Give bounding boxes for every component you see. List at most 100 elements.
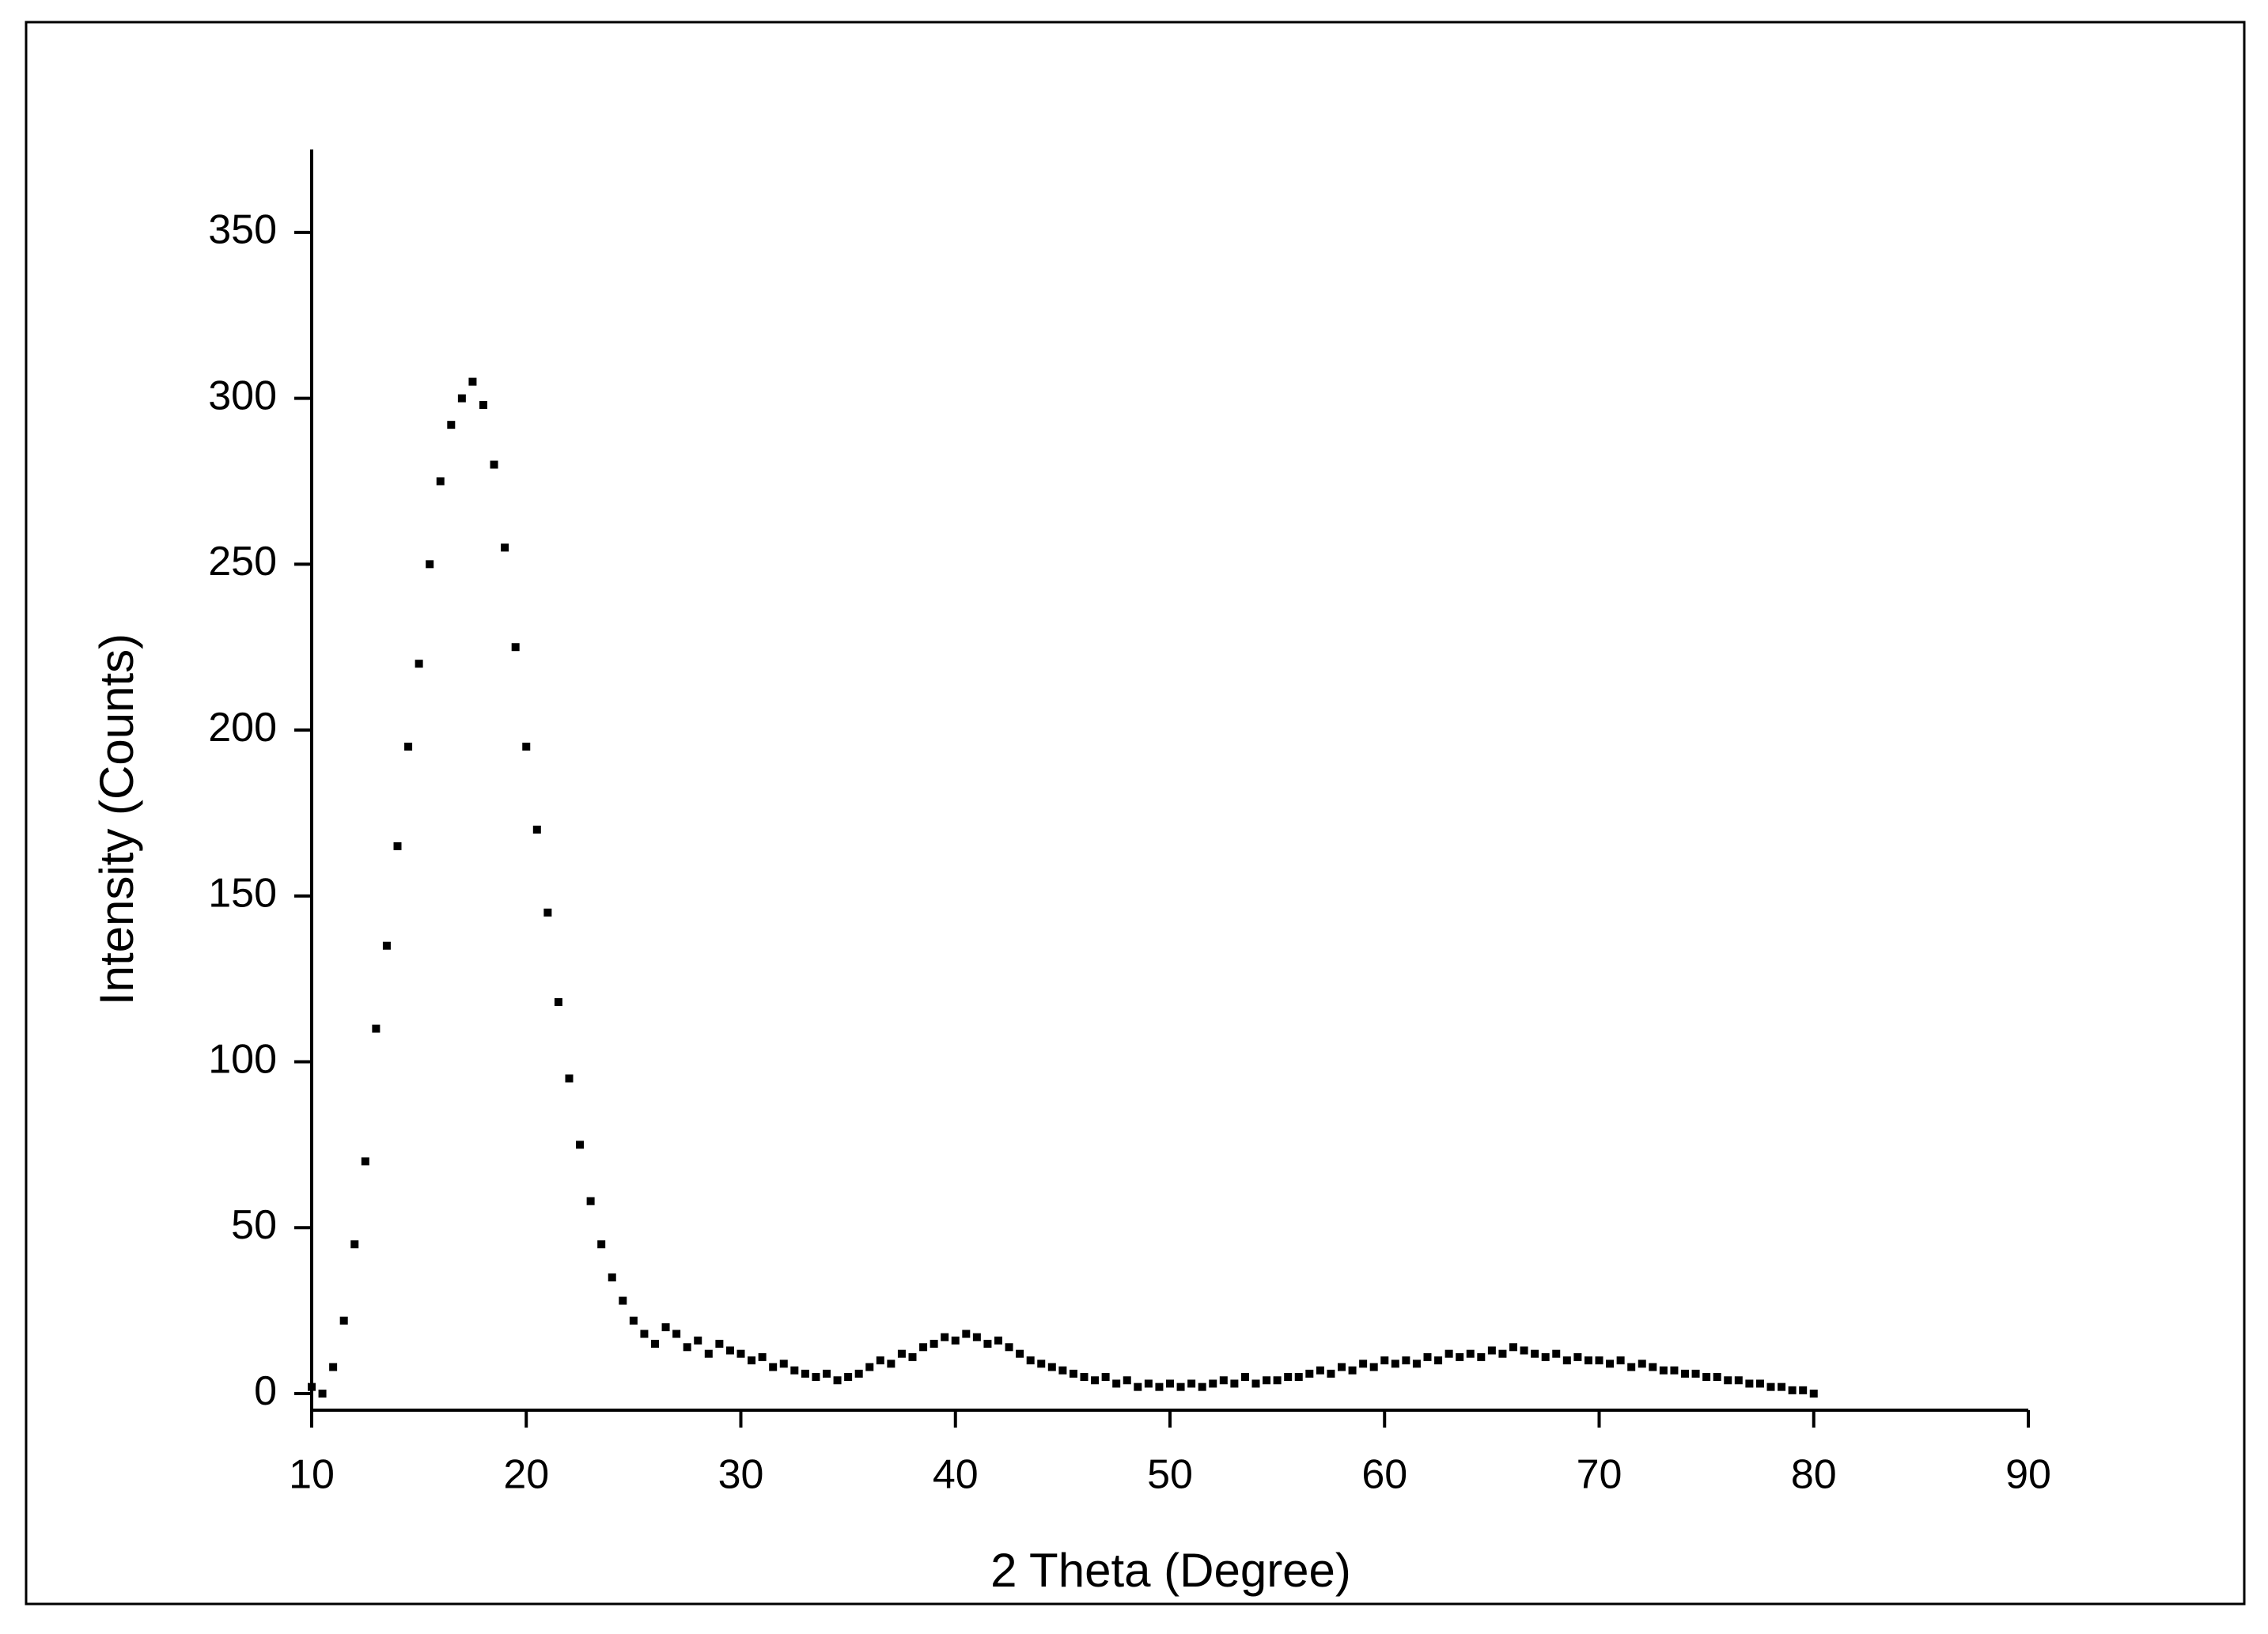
y-tick-label: 150 (208, 871, 277, 917)
point (565, 1074, 574, 1083)
point (490, 460, 498, 469)
point (1144, 1379, 1153, 1388)
point (1112, 1379, 1121, 1388)
point (1134, 1382, 1142, 1391)
point (1026, 1356, 1035, 1365)
x-axis-title: 2 Theta (Degree) (990, 1544, 1351, 1597)
point (1091, 1376, 1100, 1385)
point (1047, 1363, 1056, 1371)
point (683, 1343, 691, 1352)
point (908, 1352, 917, 1361)
y-tick-label: 50 (231, 1202, 277, 1248)
point (876, 1356, 884, 1365)
point (1273, 1376, 1282, 1385)
point (1176, 1382, 1185, 1391)
point (1251, 1379, 1260, 1388)
y-tick-label: 350 (208, 207, 277, 253)
point (715, 1340, 724, 1348)
point (1155, 1382, 1164, 1391)
point (415, 660, 423, 668)
point (1616, 1356, 1625, 1365)
point (1584, 1356, 1592, 1365)
point (554, 998, 562, 1007)
point (501, 543, 509, 552)
x-tick-label: 20 (503, 1452, 549, 1498)
point (586, 1197, 595, 1205)
point (994, 1336, 1002, 1345)
point (1037, 1360, 1046, 1368)
point (339, 1316, 348, 1325)
point (479, 400, 487, 409)
point (919, 1343, 928, 1352)
point (865, 1363, 874, 1371)
point (1230, 1379, 1239, 1388)
point (1240, 1373, 1249, 1382)
point (801, 1369, 809, 1378)
point (854, 1369, 863, 1378)
point (1766, 1382, 1775, 1391)
point (1638, 1360, 1646, 1368)
point (393, 842, 402, 850)
point (1444, 1349, 1453, 1358)
point (1498, 1349, 1507, 1358)
point (1778, 1382, 1786, 1391)
point (1595, 1356, 1604, 1365)
point (1348, 1366, 1357, 1375)
point (1369, 1363, 1378, 1371)
point (1702, 1373, 1711, 1382)
point (372, 1024, 381, 1033)
point (1005, 1343, 1013, 1352)
y-tick-label: 300 (208, 373, 277, 418)
point (1294, 1373, 1303, 1382)
x-tick-label: 30 (718, 1452, 764, 1498)
point (1316, 1366, 1324, 1375)
point (608, 1273, 616, 1282)
point (1434, 1356, 1443, 1365)
y-tick-label: 250 (208, 539, 277, 584)
point (1670, 1366, 1679, 1375)
point (661, 1323, 670, 1332)
point (725, 1346, 734, 1355)
x-tick-label: 10 (289, 1452, 335, 1498)
x-tick-label: 40 (933, 1452, 979, 1498)
point (1423, 1352, 1432, 1361)
x-tick-label: 80 (1791, 1452, 1837, 1498)
point (1520, 1346, 1528, 1355)
x-tick-label: 70 (1577, 1452, 1622, 1498)
point (1069, 1369, 1077, 1378)
point (1402, 1356, 1410, 1365)
point (426, 560, 434, 569)
point (1166, 1379, 1174, 1388)
point (522, 743, 531, 751)
frame (25, 21, 2246, 1606)
y-tick-label: 0 (254, 1368, 277, 1414)
point (447, 421, 456, 429)
point (619, 1296, 627, 1305)
point (779, 1360, 788, 1368)
point (962, 1330, 971, 1338)
point (1123, 1376, 1131, 1385)
point (543, 908, 552, 917)
point (1391, 1360, 1399, 1368)
point (329, 1363, 338, 1371)
point (640, 1330, 649, 1338)
point (576, 1140, 585, 1149)
point (1681, 1369, 1689, 1378)
point (930, 1340, 938, 1348)
point (1541, 1352, 1550, 1361)
y-tick-label: 100 (208, 1036, 277, 1082)
point (629, 1316, 638, 1325)
point (1187, 1379, 1196, 1388)
point (382, 941, 391, 950)
point (1359, 1360, 1368, 1368)
point (1219, 1376, 1228, 1385)
point (1627, 1363, 1636, 1371)
point (1509, 1343, 1517, 1352)
point (758, 1352, 767, 1361)
point (1101, 1373, 1110, 1382)
point (897, 1349, 906, 1358)
x-tick-label: 90 (2005, 1452, 2051, 1498)
point (651, 1340, 659, 1348)
point (1016, 1349, 1024, 1358)
